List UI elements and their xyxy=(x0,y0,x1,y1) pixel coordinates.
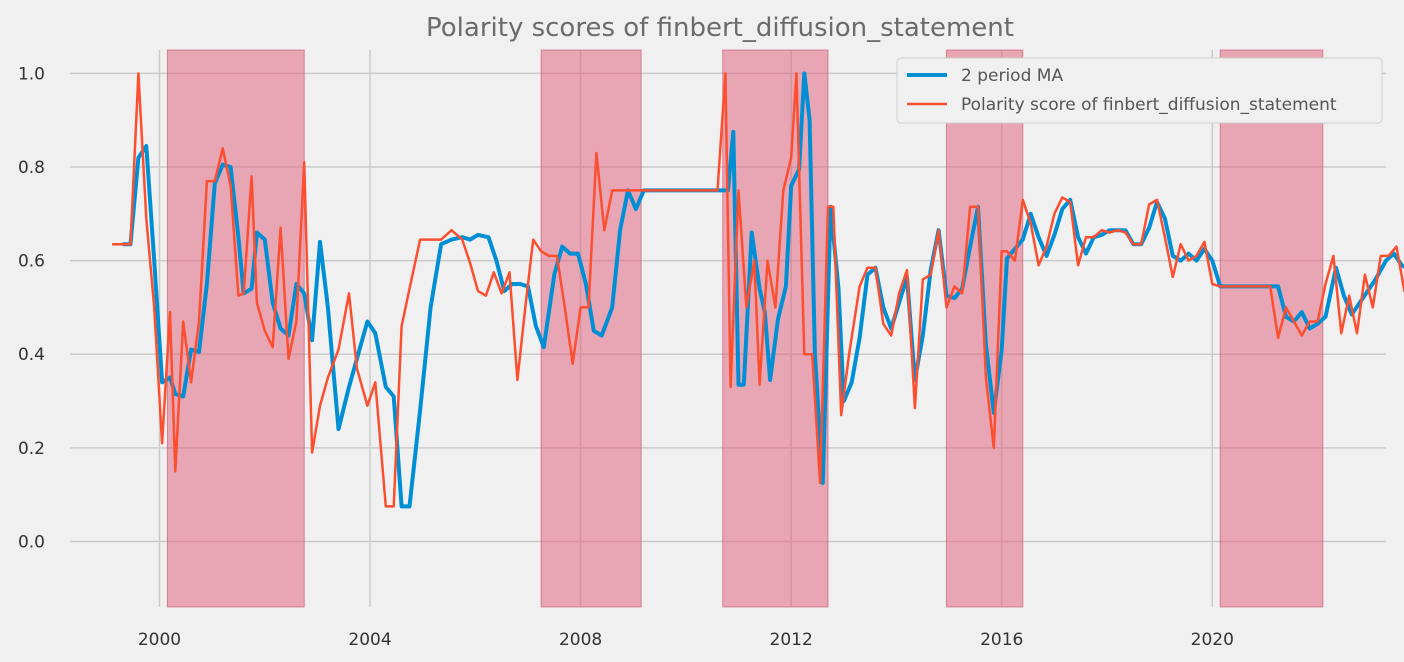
chart-title: Polarity scores of finbert_diffusion_sta… xyxy=(426,13,1014,43)
y-tick-label: 1.0 xyxy=(18,64,45,84)
x-tick-label: 2016 xyxy=(980,630,1023,650)
x-tick-label: 2008 xyxy=(559,630,602,650)
y-tick-label: 0.2 xyxy=(18,439,45,459)
y-axis: 0.0 0.2 0.4 0.6 0.8 1.0 xyxy=(18,64,45,552)
legend-label-ma: 2 period MA xyxy=(961,66,1063,86)
series-line-polarity xyxy=(112,72,1404,508)
legend-box xyxy=(896,57,1383,124)
recession-band xyxy=(1219,49,1324,608)
x-tick-label: 2012 xyxy=(770,630,813,650)
y-tick-label: 0.4 xyxy=(18,345,45,365)
series-lines xyxy=(112,71,1404,509)
x-tick-label: 2000 xyxy=(138,630,181,650)
legend-label-polarity: Polarity score of finbert_diffusion_stat… xyxy=(961,95,1337,115)
y-tick-label: 0.8 xyxy=(18,158,45,178)
y-tick-label: 0.0 xyxy=(18,532,45,552)
recession-band xyxy=(166,49,305,608)
x-tick-label: 2020 xyxy=(1191,630,1234,650)
recession-band xyxy=(540,49,642,608)
y-tick-label: 0.6 xyxy=(18,252,45,272)
legend: 2 period MA Polarity score of finbert_di… xyxy=(896,57,1383,124)
x-tick-label: 2004 xyxy=(348,630,391,650)
x-axis: 2000 2004 2008 2012 2016 2020 xyxy=(138,630,1234,650)
